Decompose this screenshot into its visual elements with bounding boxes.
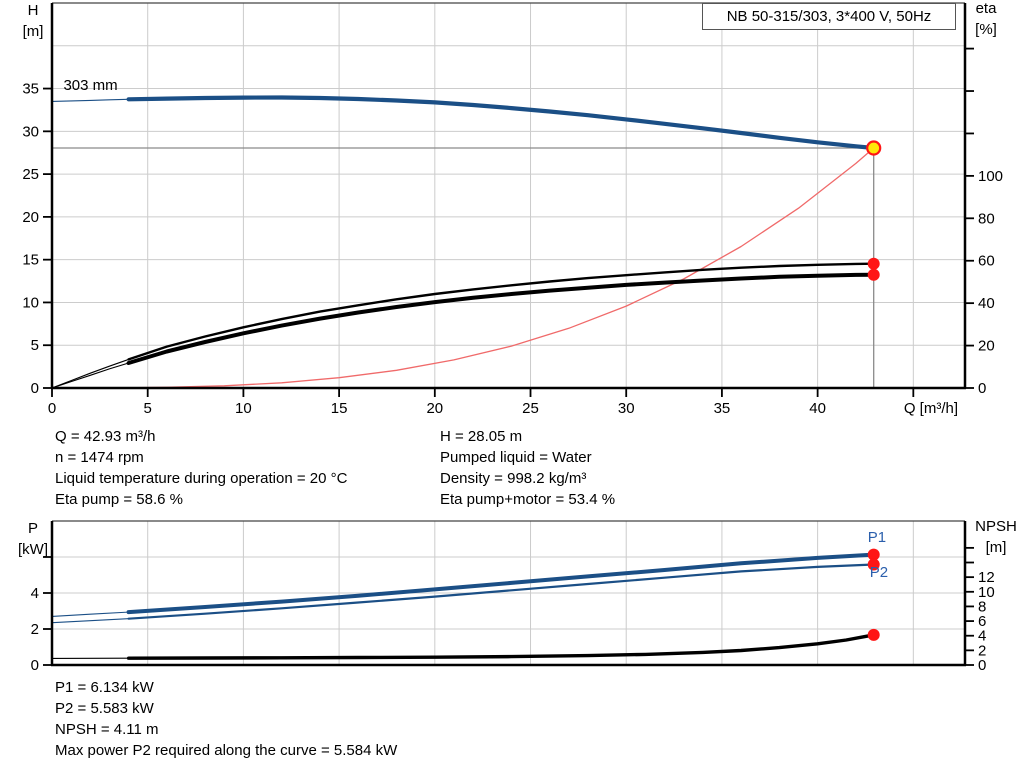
right-axis-tick-label: 20: [978, 338, 995, 355]
p1-curve: [126, 552, 876, 615]
info-line-eta-pump: Eta pump = 58.6 %: [55, 491, 183, 508]
system-curve: [51, 147, 875, 389]
eta-pump-motor-curve: [126, 272, 876, 365]
info-line-eta-pump-motor: Eta pump+motor = 53.4 %: [440, 491, 616, 508]
x-axis-tick-label: 15: [331, 400, 348, 417]
eta-pump-end-dot: [867, 257, 880, 270]
duty-point: [866, 140, 882, 156]
right-axis-tick-label: 8: [978, 598, 986, 615]
duty-info-right: H = 28.05 m Pumped liquid = Water Densit…: [440, 426, 615, 510]
left-axis-tick-label: 0: [31, 657, 39, 674]
left-axis-tick-label: 25: [22, 166, 39, 183]
left-axis-tick-label: 20: [22, 209, 39, 226]
info-line-p2: P2 = 5.583 kW: [55, 700, 154, 717]
curve-label-p1: P1: [868, 529, 886, 546]
npsh-end-dot: [867, 628, 880, 641]
curve-label-p2: P2: [870, 564, 888, 581]
right-axis-title: NPSH: [975, 518, 1017, 535]
info-line-max-power: Max power P2 required along the curve = …: [55, 742, 398, 759]
right-axis-tick-label: 80: [978, 210, 995, 227]
left-axis-tick-label: 35: [22, 81, 39, 98]
right-axis-tick-label: 10: [978, 584, 995, 601]
x-axis-title: Q [m³/h]: [904, 400, 958, 417]
info-line-pumped-liquid: Pumped liquid = Water: [440, 449, 592, 466]
info-line-q: Q = 42.93 m³/h: [55, 428, 156, 445]
x-axis-tick-label: 35: [714, 400, 731, 417]
right-axis-tick-label: 40: [978, 295, 995, 312]
info-line-p1: P1 = 6.134 kW: [55, 679, 154, 696]
right-axis-title-unit: [m]: [986, 539, 1007, 556]
right-axis-tick-label: 2: [978, 642, 986, 659]
right-axis-tick-label: 60: [978, 253, 995, 270]
pump-title-box: NB 50-315/303, 3*400 V, 50Hz: [702, 3, 956, 30]
left-axis-title-unit: [m]: [23, 23, 44, 40]
x-axis-tick-label: 0: [48, 400, 56, 417]
curve-label-303-mm: 303 mm: [63, 77, 117, 94]
left-axis-title: H: [28, 2, 39, 19]
info-line-npsh: NPSH = 4.11 m: [55, 721, 159, 738]
x-axis-tick-label: 5: [144, 400, 152, 417]
info-line-head: H = 28.05 m: [440, 428, 523, 445]
info-line-speed: n = 1474 rpm: [55, 449, 144, 466]
right-axis-tick-label: 4: [978, 628, 986, 645]
right-axis-title: eta: [976, 0, 998, 17]
right-axis-tick-label: 0: [978, 380, 986, 397]
qh-eta-chart: 0 5 10 15 20 25 30 35 0 20 40 60 80 100 0 5 10 15 20 25 30 35…: [22, 0, 1003, 417]
right-axis-title-unit: [%]: [975, 21, 997, 38]
p2-curve: [127, 563, 875, 620]
x-axis-tick-label: 20: [426, 400, 443, 417]
x-axis-tick-label: 30: [618, 400, 635, 417]
left-axis-title-unit: [kW]: [18, 541, 48, 558]
left-axis-tick-label: 2: [31, 621, 39, 638]
right-axis-tick-label: 100: [978, 168, 1003, 185]
npsh-curve: [126, 633, 876, 660]
p2-end-dot: [867, 558, 880, 571]
eta-pump-motor-end-dot: [867, 268, 880, 281]
x-axis-tick-label: 25: [522, 400, 539, 417]
eta-pump-curve: [127, 262, 875, 361]
qh-curve: [126, 95, 876, 151]
right-axis-tick-label: 0: [978, 657, 986, 674]
pump-title: NB 50-315/303, 3*400 V, 50Hz: [726, 8, 932, 25]
info-line-density: Density = 998.2 kg/m³: [440, 470, 587, 487]
left-axis-tick-label: 5: [31, 337, 39, 354]
x-axis-tick-label: 40: [809, 400, 826, 417]
p1-end-dot: [867, 548, 880, 561]
left-axis-tick-label: 4: [31, 585, 39, 602]
power-info-bottom: P1 = 6.134 kW P2 = 5.583 kW NPSH = 4.11 …: [55, 677, 397, 761]
right-axis-tick-label: 6: [978, 613, 986, 630]
left-axis-tick-label: 15: [22, 252, 39, 269]
duty-info-left: Q = 42.93 m³/h n = 1474 rpm Liquid tempe…: [55, 426, 347, 510]
left-axis-tick-label: 10: [22, 294, 39, 311]
info-line-liquid-temp: Liquid temperature during operation = 20…: [55, 470, 348, 487]
left-axis-title: P: [28, 520, 38, 537]
x-axis-tick-label: 10: [235, 400, 252, 417]
left-axis-tick-label: 30: [22, 123, 39, 140]
right-axis-tick-label: 12: [978, 569, 995, 586]
left-axis-tick-label: 0: [31, 380, 39, 397]
